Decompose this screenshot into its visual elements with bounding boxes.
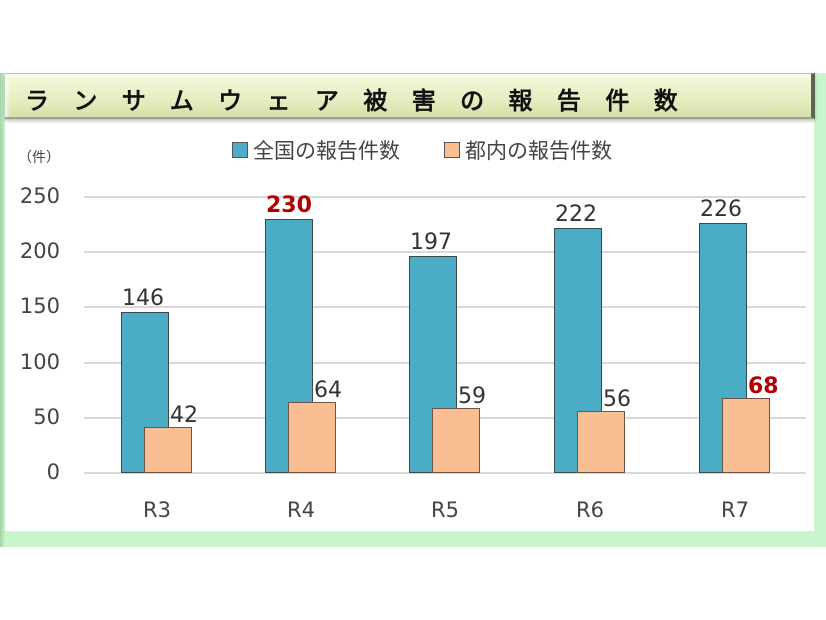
bar-tokyo: [144, 426, 192, 473]
y-tick-label: 200: [19, 239, 60, 264]
legend: 全国の報告件数 都内の報告件数: [232, 137, 656, 163]
gridline: [84, 472, 806, 474]
value-label-tokyo: 56: [603, 387, 631, 413]
value-label-tokyo: 42: [170, 402, 198, 428]
gridline: [84, 196, 806, 198]
y-tick-label: 100: [19, 349, 60, 374]
y-tick-label: 50: [33, 404, 60, 429]
legend-label-tokyo: 都内の報告件数: [465, 139, 612, 163]
legend-item-national: 全国の報告件数: [232, 135, 400, 165]
value-label-tokyo: 64: [314, 378, 342, 404]
value-label-national: 230: [266, 193, 312, 219]
x-axis-label: R4: [287, 498, 315, 522]
chart-title: ランサムウェア被害の報告件数: [25, 87, 703, 115]
bar-tokyo: [577, 411, 625, 473]
bar-tokyo: [432, 407, 480, 473]
bar-tokyo: [722, 397, 770, 473]
value-label-tokyo: 59: [458, 383, 486, 409]
gridline: [84, 251, 806, 254]
title-banner: ランサムウェア被害の報告件数: [5, 73, 815, 119]
frame-left-border: [0, 73, 5, 547]
x-axis-label: R6: [576, 498, 604, 522]
y-tick-label: 150: [19, 294, 60, 319]
legend-item-tokyo: 都内の報告件数: [444, 135, 612, 165]
y-tick-label: 0: [46, 460, 60, 484]
value-label-tokyo: 68: [748, 373, 779, 399]
y-axis-unit: （件）: [18, 150, 60, 166]
legend-label-national: 全国の報告件数: [253, 139, 400, 163]
legend-swatch-tokyo: [444, 142, 460, 158]
value-label-national: 226: [700, 197, 742, 223]
x-axis-label: R5: [431, 498, 459, 522]
value-label-national: 222: [555, 201, 597, 227]
bar-tokyo: [288, 402, 336, 473]
x-axis-label: R3: [143, 498, 171, 522]
value-label-national: 146: [122, 285, 164, 311]
value-label-national: 197: [410, 229, 452, 255]
x-axis-label: R7: [721, 498, 749, 522]
y-tick-label: 250: [19, 184, 60, 208]
legend-swatch-national: [232, 142, 248, 158]
